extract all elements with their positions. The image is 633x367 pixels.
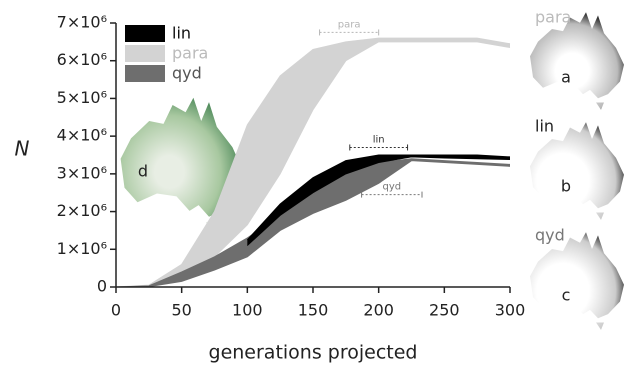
y-tick-label: 3×10⁶ <box>57 163 107 182</box>
annotation-label: qyd <box>382 182 401 193</box>
x-tick-label: 0 <box>111 301 121 320</box>
map-letter: b <box>561 177 571 196</box>
plot: 0 1×10⁶ 2×10⁶ 3×10⁶ 4×10⁶ 5×10⁶ 6×10⁶ 7×10⁶ 0 50 1… <box>15 13 526 364</box>
figure: d 0 1×10⁶ 2×10⁶ 3×10⁶ 4×10⁶ 5×10⁶ 6×10⁶ 7×10⁶ 0 5… <box>0 0 633 367</box>
x-tick-label: 200 <box>363 301 394 320</box>
map-shape <box>530 122 624 220</box>
map-title: lin <box>535 117 554 136</box>
y-tick-label: 0 <box>97 277 107 296</box>
map-letter: c <box>562 286 571 305</box>
map-letter: a <box>561 68 571 87</box>
x-tick-label: 250 <box>429 301 460 320</box>
y-tick-label: 1×10⁶ <box>57 239 107 258</box>
x-tick-label: 150 <box>298 301 329 320</box>
x-axis-title: generations projected <box>209 342 418 364</box>
x-tick-label: 300 <box>495 301 526 320</box>
map-shape <box>530 12 624 110</box>
x-tick-label: 50 <box>171 301 191 320</box>
y-tick-label: 5×10⁶ <box>57 88 107 107</box>
y-tick-label: 4×10⁶ <box>57 126 107 145</box>
y-tick-label: 7×10⁶ <box>57 13 107 32</box>
map-shape <box>530 232 624 330</box>
legend-swatch <box>125 45 165 62</box>
x-tick-label: 100 <box>232 301 263 320</box>
annotation-label: para <box>338 19 361 30</box>
y-axis-title: N <box>15 137 30 161</box>
y-tick-label: 6×10⁶ <box>57 50 107 69</box>
map-column: para lin qyd a b c <box>530 8 624 330</box>
inset-letter: d <box>138 162 148 181</box>
legend-label: para <box>172 44 208 63</box>
y-tick-label: 2×10⁶ <box>57 201 107 220</box>
map-title: para <box>535 8 571 27</box>
legend-swatch <box>125 25 165 42</box>
legend-label: lin <box>172 24 191 43</box>
legend-swatch <box>125 65 165 82</box>
annotation-label: lin <box>373 134 385 145</box>
legend-label: qyd <box>172 64 202 83</box>
map-title: qyd <box>535 226 565 245</box>
